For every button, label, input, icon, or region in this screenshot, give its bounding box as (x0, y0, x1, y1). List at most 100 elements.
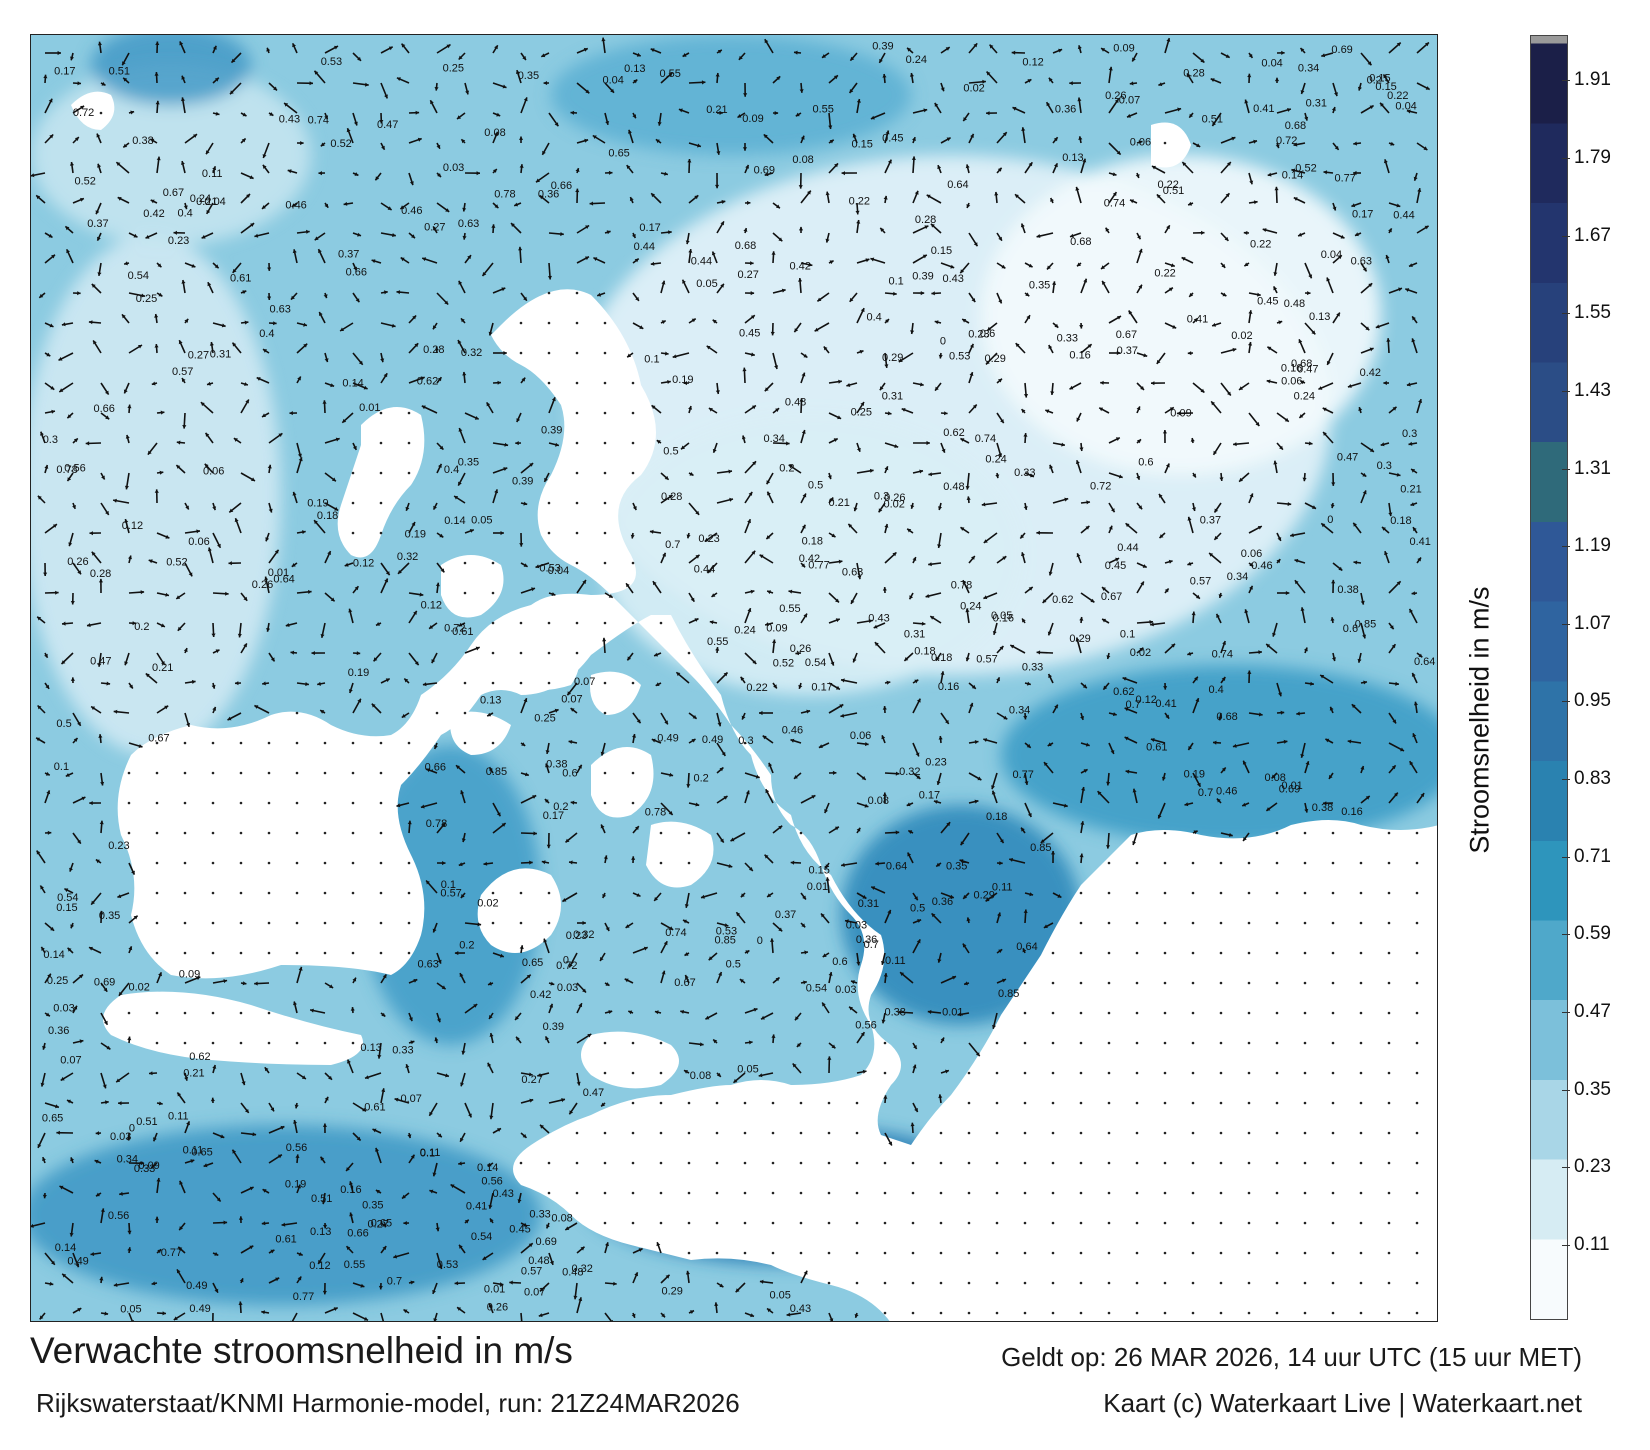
arrow-head (912, 557, 917, 561)
arrow-head (900, 972, 905, 976)
vector-dot (1331, 1281, 1335, 1285)
arrow-head (1176, 411, 1181, 416)
arrow-head (183, 205, 188, 210)
arrow-head (150, 138, 155, 143)
arrow-head (543, 938, 548, 943)
arrow-head (545, 750, 550, 754)
arrow-head (1188, 746, 1192, 750)
arrow-head (1323, 170, 1328, 175)
vector-dot (379, 861, 383, 865)
speed-value: 0.21 (829, 497, 850, 509)
vector-dot (995, 1251, 999, 1255)
arrow-head (945, 47, 950, 51)
speed-value: 0.34 (764, 433, 785, 445)
arrow-head (488, 1303, 493, 1308)
speed-value: 0.47 (90, 656, 111, 668)
arrow-head (1124, 707, 1129, 712)
vector-dot (1079, 1161, 1083, 1165)
arrow-head (917, 919, 922, 923)
arrow-head (77, 570, 81, 575)
speed-value: 0.25 (851, 407, 872, 419)
arrow-head (960, 527, 965, 531)
arrow-head (841, 678, 845, 683)
arrow-head (1138, 248, 1143, 253)
vector-dot (1275, 1131, 1279, 1135)
speed-value: 0.46 (1251, 560, 1272, 572)
arrow-head (232, 1149, 237, 1154)
vector-dot (1135, 1191, 1139, 1195)
arrow-head (893, 291, 897, 296)
arrow-head (839, 704, 844, 709)
speed-value: 0.09 (138, 1160, 159, 1172)
arrow-head (431, 659, 436, 664)
arrow-head (1355, 232, 1359, 237)
arrow-head (799, 89, 804, 93)
arrow-head (580, 1246, 585, 1251)
arrow-head (501, 287, 506, 292)
speed-value: 0.37 (775, 909, 796, 921)
arrow-head (322, 1123, 327, 1127)
arrow-head (186, 1121, 190, 1126)
arrow-head (1129, 81, 1134, 86)
vector-dot (939, 1191, 943, 1195)
vector-dot (547, 921, 551, 925)
arrow-head (355, 298, 360, 303)
speed-value: 0.29 (882, 352, 903, 364)
arrow-head (788, 464, 793, 469)
arrow-head (445, 208, 450, 212)
arrow-head (95, 859, 100, 864)
vector-dot (883, 1281, 887, 1285)
arrow-head (349, 1181, 353, 1186)
speed-value: 0.26 (790, 643, 811, 655)
vector-dot (1303, 981, 1307, 985)
arrow-head (46, 790, 51, 795)
arrow-head (991, 785, 995, 790)
vector-dot (687, 1131, 691, 1135)
vector-dot (603, 411, 607, 415)
vector-dot (211, 801, 215, 805)
arrow-head (959, 859, 964, 863)
arrow-head (860, 1032, 865, 1037)
arrow-head (454, 1281, 459, 1286)
arrow-head (343, 201, 348, 206)
arrow-head (1386, 338, 1391, 342)
arrow-head (303, 343, 308, 348)
arrow-head (602, 637, 607, 642)
arrow-head (523, 501, 528, 506)
arrow-head (597, 292, 602, 297)
speed-value: 0.39 (512, 476, 533, 488)
vector-dot (267, 1011, 271, 1015)
arrow-head (1273, 460, 1278, 465)
speed-value: 0.31 (210, 349, 231, 361)
arrow-head (1079, 325, 1084, 329)
arrow-head (99, 820, 104, 825)
arrow-head (912, 1064, 917, 1069)
arrow-head (43, 74, 48, 79)
arrow-head (989, 44, 994, 49)
arrow-head (411, 522, 416, 526)
speed-value: 0.74 (308, 115, 329, 127)
arrow-head (1326, 360, 1331, 365)
arrow-head (999, 861, 1003, 866)
colorbar-tick: 0.47 (1562, 1001, 1611, 1023)
vector-dot (183, 891, 187, 895)
arrow-head (1284, 417, 1289, 422)
arrow-head (606, 230, 611, 235)
speed-value: 0.31 (882, 390, 903, 402)
arrow-head (1078, 136, 1083, 140)
vector-dot (1415, 1101, 1419, 1105)
arrow-head (966, 496, 971, 500)
speed-value: 0.29 (985, 353, 1006, 365)
arrow-head (833, 438, 838, 442)
arrow-head (861, 776, 866, 780)
vector-dot (463, 681, 467, 685)
vector-dot (1163, 1041, 1167, 1045)
arrow-head (212, 45, 217, 50)
vector-dot (967, 1131, 971, 1135)
speed-value: 0.02 (129, 981, 150, 993)
arrow-head (270, 657, 275, 662)
arrow-head (629, 197, 634, 202)
arrow-head (212, 166, 217, 171)
speed-value: 0.22 (1158, 179, 1179, 191)
arrow-head (488, 331, 493, 336)
